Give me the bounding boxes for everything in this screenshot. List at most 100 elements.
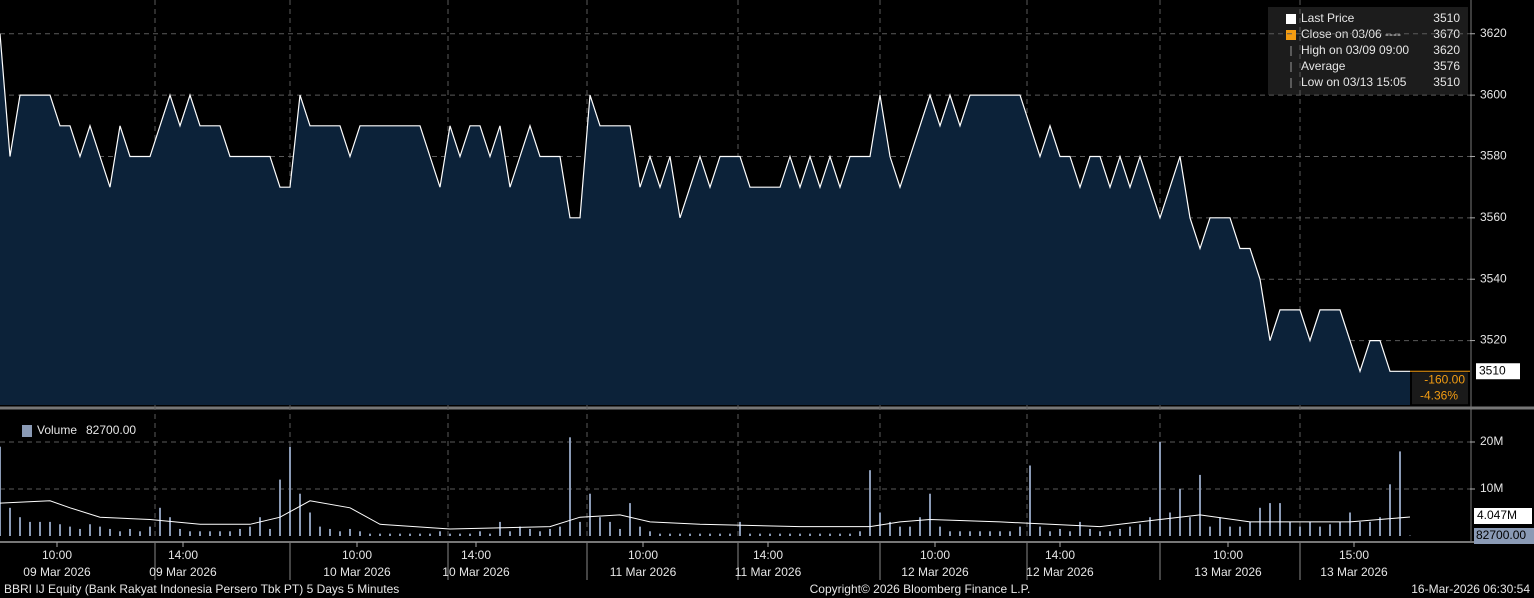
avg-label: 4.047M bbox=[1477, 508, 1517, 522]
volume-bar bbox=[399, 533, 401, 536]
volume-bar bbox=[1209, 526, 1211, 536]
volume-bar bbox=[519, 526, 521, 536]
volume-bar bbox=[1089, 528, 1091, 536]
volume-bar bbox=[359, 531, 361, 536]
last-price-label: 3510 bbox=[1479, 363, 1506, 377]
volume-bar bbox=[959, 531, 961, 536]
x-tick-label: 10:00 bbox=[342, 548, 372, 562]
x-tick-date: 13 Mar 2026 bbox=[1194, 565, 1262, 579]
legend-label: Average bbox=[1301, 59, 1346, 73]
volume-bar bbox=[449, 533, 451, 536]
volume-bar bbox=[439, 531, 441, 536]
volume-bar bbox=[1159, 442, 1161, 536]
legend-label: High on 03/09 09:00 bbox=[1301, 43, 1409, 57]
volume-bar bbox=[789, 533, 791, 536]
x-tick-date: 09 Mar 2026 bbox=[23, 565, 91, 579]
volume-bar bbox=[969, 531, 971, 536]
volume-bar bbox=[369, 533, 371, 536]
volume-bar bbox=[219, 531, 221, 536]
volume-bar bbox=[239, 528, 241, 536]
x-tick-date: 10 Mar 2026 bbox=[323, 565, 391, 579]
volume-bar bbox=[1289, 521, 1291, 536]
volume-bar bbox=[1329, 524, 1331, 536]
volume-bar bbox=[159, 507, 161, 536]
volume-bar bbox=[529, 528, 531, 536]
volume-bar bbox=[119, 531, 121, 536]
volume-bar bbox=[829, 533, 831, 536]
volume-bar bbox=[229, 531, 231, 536]
volume-bar bbox=[859, 531, 861, 536]
change-box bbox=[1412, 372, 1468, 405]
volume-bar bbox=[1239, 526, 1241, 536]
volume-bar bbox=[1129, 526, 1131, 536]
volume-bar bbox=[779, 533, 781, 536]
y-tick-label: 3600 bbox=[1480, 87, 1507, 101]
volume-bar bbox=[109, 528, 111, 536]
volume-bar bbox=[29, 521, 31, 536]
volume-bar bbox=[1399, 451, 1401, 536]
volume-bar bbox=[849, 533, 851, 536]
volume-bar bbox=[489, 533, 491, 536]
volume-bar bbox=[569, 437, 571, 536]
volume-bar bbox=[919, 517, 921, 536]
volume-bar bbox=[699, 533, 701, 536]
x-tick-label: 10:00 bbox=[1213, 548, 1243, 562]
volume-bar bbox=[669, 533, 671, 536]
volume-bar bbox=[539, 531, 541, 536]
volume-bar bbox=[1229, 526, 1231, 536]
volume-bar bbox=[1189, 517, 1191, 536]
legend-value: 3576 bbox=[1433, 59, 1460, 73]
legend-label: Last Price bbox=[1301, 11, 1355, 25]
volume-bar bbox=[309, 512, 311, 536]
footer-right: 16-Mar-2026 06:30:54 bbox=[1411, 582, 1530, 596]
volume-bar bbox=[39, 521, 41, 536]
volume-bar bbox=[629, 503, 631, 536]
x-tick-label: 15:00 bbox=[1339, 548, 1369, 562]
volume-bar bbox=[589, 493, 591, 536]
legend-value: 3510 bbox=[1433, 75, 1460, 89]
volume-bar bbox=[1339, 521, 1341, 536]
volume-bar bbox=[909, 526, 911, 536]
volume-bar bbox=[599, 517, 601, 536]
volume-bar bbox=[1199, 474, 1201, 536]
volume-bar bbox=[1099, 531, 1101, 536]
volume-bar bbox=[249, 526, 251, 536]
price-area bbox=[0, 33, 1410, 406]
last-price-box bbox=[1476, 363, 1520, 380]
volume-bar bbox=[869, 470, 871, 536]
x-tick-date: 09 Mar 2026 bbox=[149, 565, 217, 579]
avg-box bbox=[1474, 508, 1532, 524]
volume-bar bbox=[339, 531, 341, 536]
volume-bar bbox=[1079, 521, 1081, 536]
volume-bar bbox=[1349, 512, 1351, 536]
volume-bar bbox=[299, 493, 301, 536]
volume-bar bbox=[1219, 517, 1221, 536]
volume-bar bbox=[1169, 512, 1171, 536]
volume-bar bbox=[1109, 531, 1111, 536]
volume-bar bbox=[59, 524, 61, 536]
volume-bar bbox=[1009, 531, 1011, 536]
legend-label: Low on 03/13 15:05 bbox=[1301, 75, 1407, 89]
volume-bar bbox=[1269, 503, 1271, 536]
volume-bar bbox=[139, 531, 141, 536]
volume-bar bbox=[1019, 526, 1021, 536]
volume-bar bbox=[819, 533, 821, 536]
y-tick-label: 3540 bbox=[1480, 271, 1507, 285]
volume-bar bbox=[269, 528, 271, 536]
volume-bar bbox=[329, 528, 331, 536]
volume-bar bbox=[799, 533, 801, 536]
volume-bar bbox=[559, 526, 561, 536]
volume-legend-name: Volume bbox=[37, 423, 77, 437]
x-tick-date: 12 Mar 2026 bbox=[901, 565, 969, 579]
volume-bar bbox=[1029, 465, 1031, 536]
volume-bar bbox=[1059, 528, 1061, 536]
volume-bar bbox=[289, 446, 291, 536]
legend-box bbox=[1268, 7, 1468, 95]
volume-bar bbox=[879, 512, 881, 536]
volume-bar bbox=[809, 533, 811, 536]
volume-bar bbox=[389, 533, 391, 536]
volume-box bbox=[1474, 528, 1534, 544]
x-tick-label: 14:00 bbox=[1045, 548, 1075, 562]
volume-bar bbox=[549, 528, 551, 536]
